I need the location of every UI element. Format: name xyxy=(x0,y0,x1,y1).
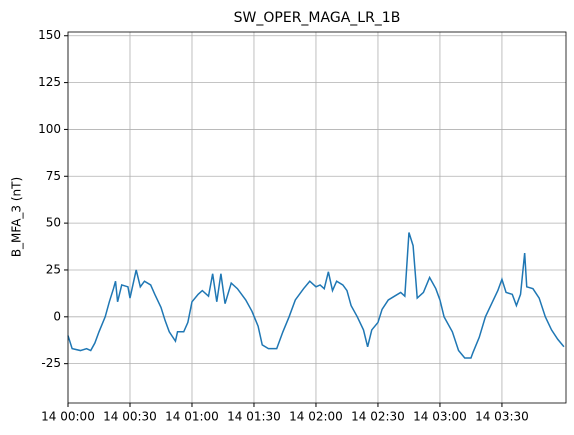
data-line xyxy=(67,232,565,359)
y-axis-label: B_MFA_3 (nT) xyxy=(10,177,24,257)
x-tick-label: 14 02:30 xyxy=(351,410,405,424)
x-tick-label: 14 02:00 xyxy=(289,410,343,424)
x-tick-label: 14 03:00 xyxy=(413,410,467,424)
y-tick-label: 50 xyxy=(46,216,61,230)
x-tick-label: 14 01:30 xyxy=(227,410,281,424)
x-tick-label: 14 03:30 xyxy=(475,410,529,424)
y-tick-label: 0 xyxy=(53,309,61,323)
y-tick-label: 125 xyxy=(38,75,61,89)
plot-frame xyxy=(67,31,567,404)
x-tick-label: 14 00:00 xyxy=(41,410,95,424)
x-tick-label: 14 01:00 xyxy=(165,410,219,424)
y-tick-label: 25 xyxy=(46,262,61,276)
y-tick-label: 100 xyxy=(38,122,61,136)
y-tick-label: -25 xyxy=(41,356,61,370)
y-tick-label: 75 xyxy=(46,169,61,183)
chart-title: SW_OPER_MAGA_LR_1B xyxy=(234,10,401,26)
x-tick-label: 14 00:30 xyxy=(103,410,157,424)
y-tick-label: 150 xyxy=(38,28,61,42)
